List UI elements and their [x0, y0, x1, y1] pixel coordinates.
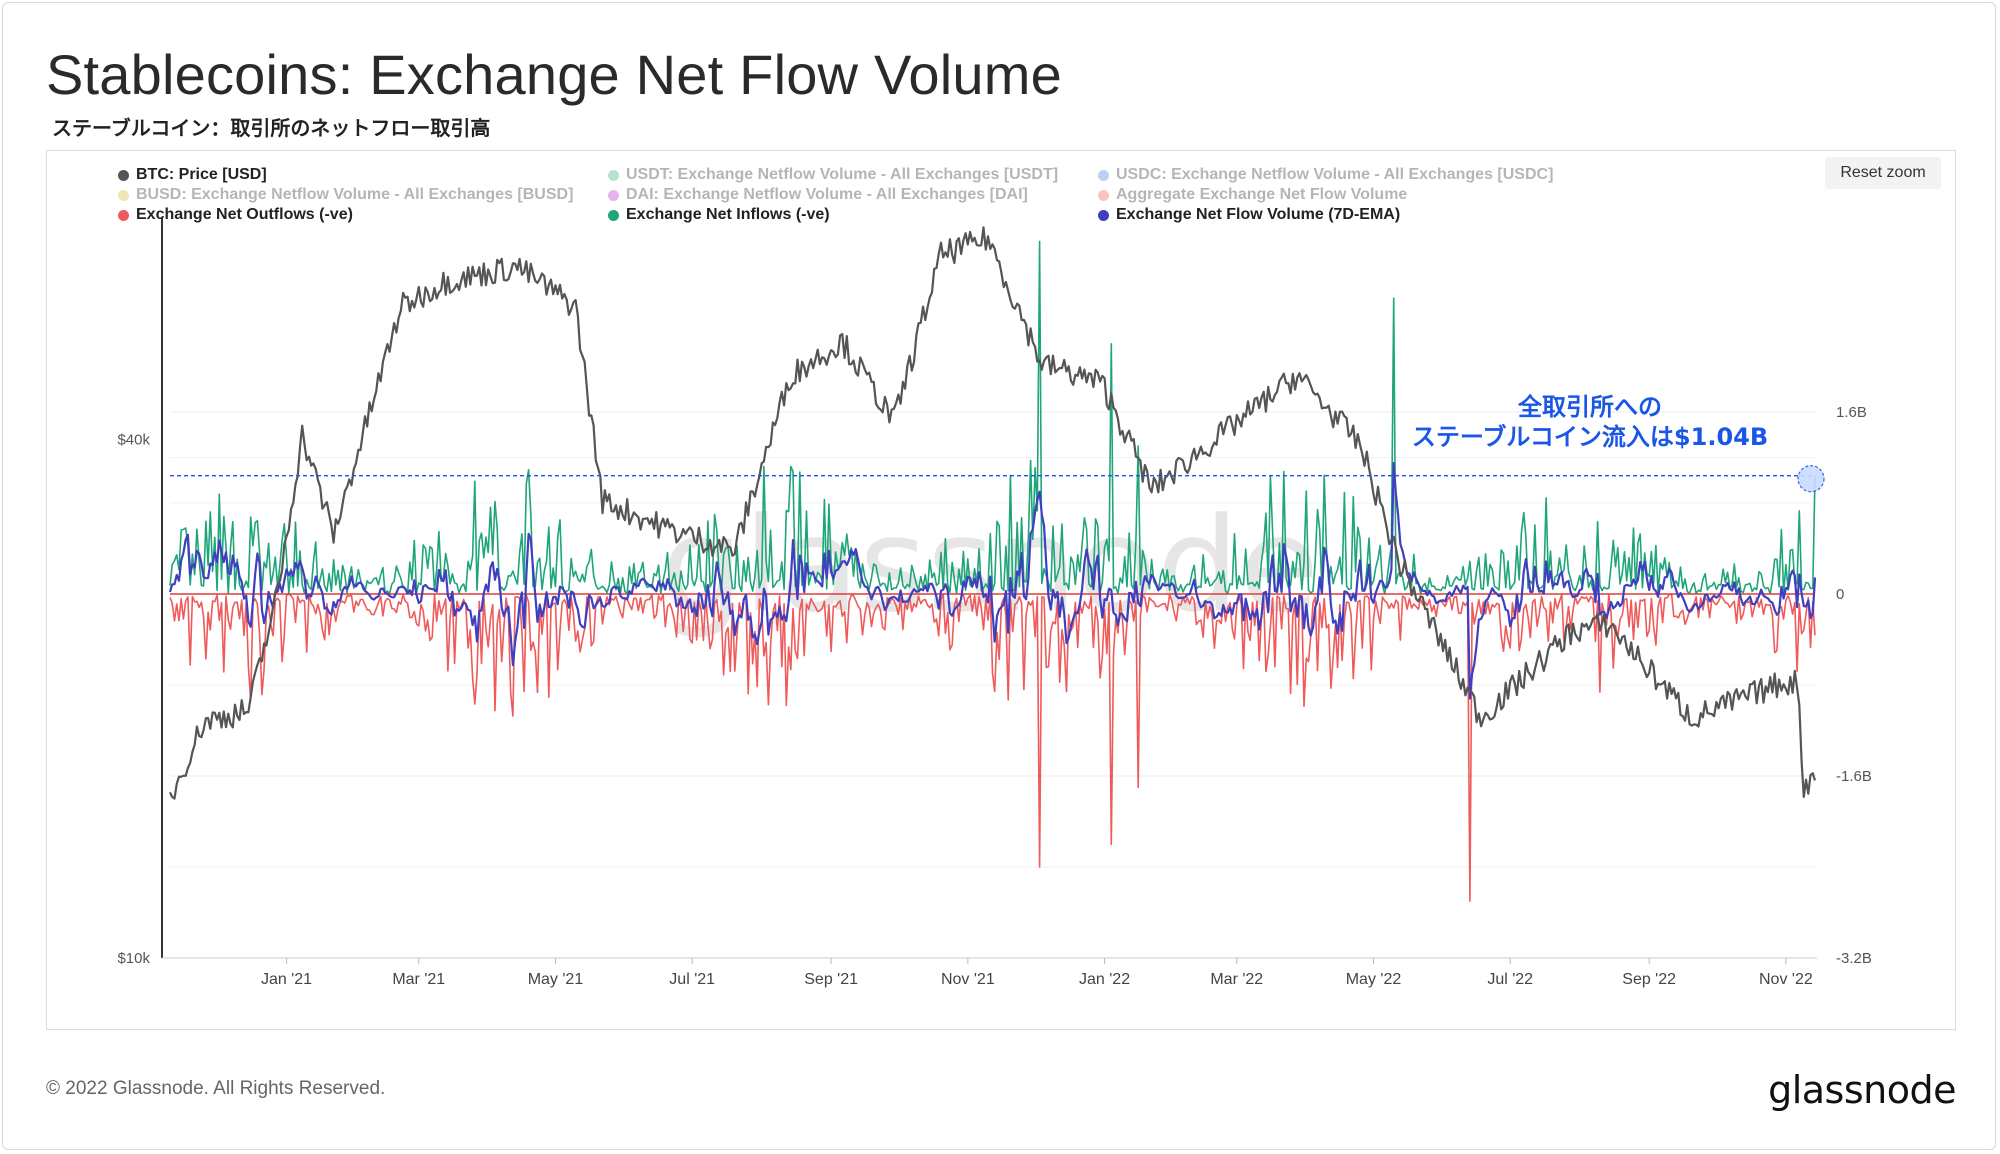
x-axis-tick-label: Sep '21	[804, 971, 858, 988]
legend-dot	[608, 169, 619, 181]
legend-item-net-inflows[interactable]: Exchange Net Inflows (-ve)	[608, 206, 830, 224]
annotation-line-2: ステーブルコイン流入は$1.04B	[1411, 423, 1769, 451]
right-axis-tick-label: -3.2B	[1836, 950, 1872, 967]
legend-label: BUSD: Exchange Netflow Volume - All Exch…	[136, 186, 574, 203]
right-axis-tick-label: 1.6B	[1836, 404, 1867, 421]
legend-item-btc-price[interactable]: BTC: Price [USD]	[118, 166, 267, 184]
legend-item-busd[interactable]: BUSD: Exchange Netflow Volume - All Exch…	[118, 186, 573, 204]
legend-item-usdc[interactable]: USDC: Exchange Netflow Volume - All Exch…	[1098, 166, 1553, 184]
right-axis-tick-label: 0	[1836, 586, 1844, 603]
glassnode-logo: glassnode	[1768, 1068, 1956, 1112]
watermark-text: glassnode	[661, 489, 1319, 641]
chart-legend: BTC: Price [USD] USDT: Exchange Netflow …	[118, 166, 1618, 232]
x-axis-tick-label: Jan '21	[261, 971, 312, 988]
legend-label: Exchange Net Flow Volume (7D-EMA)	[1116, 206, 1401, 223]
left-axis-tick-label: $40k	[117, 431, 150, 448]
x-axis-tick-label: Mar '21	[392, 971, 445, 988]
reset-zoom-button[interactable]: Reset zoom	[1825, 157, 1941, 189]
legend-item-ema[interactable]: Exchange Net Flow Volume (7D-EMA)	[1098, 206, 1400, 224]
btc-price-line	[169, 226, 1817, 800]
page-title: Stablecoins: Exchange Net Flow Volume	[46, 43, 1062, 106]
legend-dot	[1098, 209, 1109, 221]
legend-item-dai[interactable]: DAI: Exchange Netflow Volume - All Excha…	[608, 186, 1028, 204]
page-subtitle: ステーブルコイン：取引所のネットフロー取引高	[52, 116, 491, 140]
ema-series-line	[168, 461, 1817, 700]
legend-label: USDC: Exchange Netflow Volume - All Exch…	[1116, 166, 1554, 183]
left-axis-tick-label: $10k	[117, 950, 150, 967]
legend-item-net-outflows[interactable]: Exchange Net Outflows (-ve)	[118, 206, 353, 224]
x-axis-tick-label: Mar '22	[1210, 971, 1263, 988]
legend-label: Exchange Net Outflows (-ve)	[136, 206, 353, 223]
legend-dot	[118, 169, 129, 181]
inflow-annotation: 全取引所への ステーブルコイン流入は$1.04B	[1390, 392, 1790, 452]
right-axis-tick-label: -1.6B	[1836, 768, 1872, 785]
outflows-series-line	[169, 593, 1816, 902]
x-axis-tick-label: Nov '22	[1759, 971, 1813, 988]
legend-label: Exchange Net Inflows (-ve)	[626, 206, 830, 223]
annotation-line-1: 全取引所への	[1518, 393, 1662, 421]
x-axis-tick-label: Jul '21	[669, 971, 715, 988]
legend-label: DAI: Exchange Netflow Volume - All Excha…	[626, 186, 1028, 203]
legend-label: BTC: Price [USD]	[136, 166, 267, 183]
legend-dot	[608, 189, 619, 201]
legend-label: USDT: Exchange Netflow Volume - All Exch…	[626, 166, 1059, 183]
x-axis-tick-label: Jan '22	[1079, 971, 1130, 988]
legend-label: Aggregate Exchange Net Flow Volume	[1116, 186, 1408, 203]
legend-dot	[1098, 169, 1109, 181]
x-axis-tick-label: Sep '22	[1622, 971, 1676, 988]
legend-dot	[608, 209, 619, 221]
x-axis-tick-label: May '22	[1346, 971, 1402, 988]
inflows-series-line	[169, 240, 1816, 595]
legend-item-aggregate[interactable]: Aggregate Exchange Net Flow Volume	[1098, 186, 1407, 204]
annotation-marker	[1797, 465, 1825, 493]
legend-dot	[118, 189, 129, 201]
copyright-footer: © 2022 Glassnode. All Rights Reserved.	[46, 1078, 386, 1099]
x-axis-tick-label: May '21	[528, 971, 584, 988]
legend-dot	[118, 209, 129, 221]
legend-item-usdt[interactable]: USDT: Exchange Netflow Volume - All Exch…	[608, 166, 1058, 184]
x-axis-tick-label: Jul '22	[1487, 971, 1533, 988]
legend-dot	[1098, 189, 1109, 201]
x-axis-tick-label: Nov '21	[941, 971, 995, 988]
